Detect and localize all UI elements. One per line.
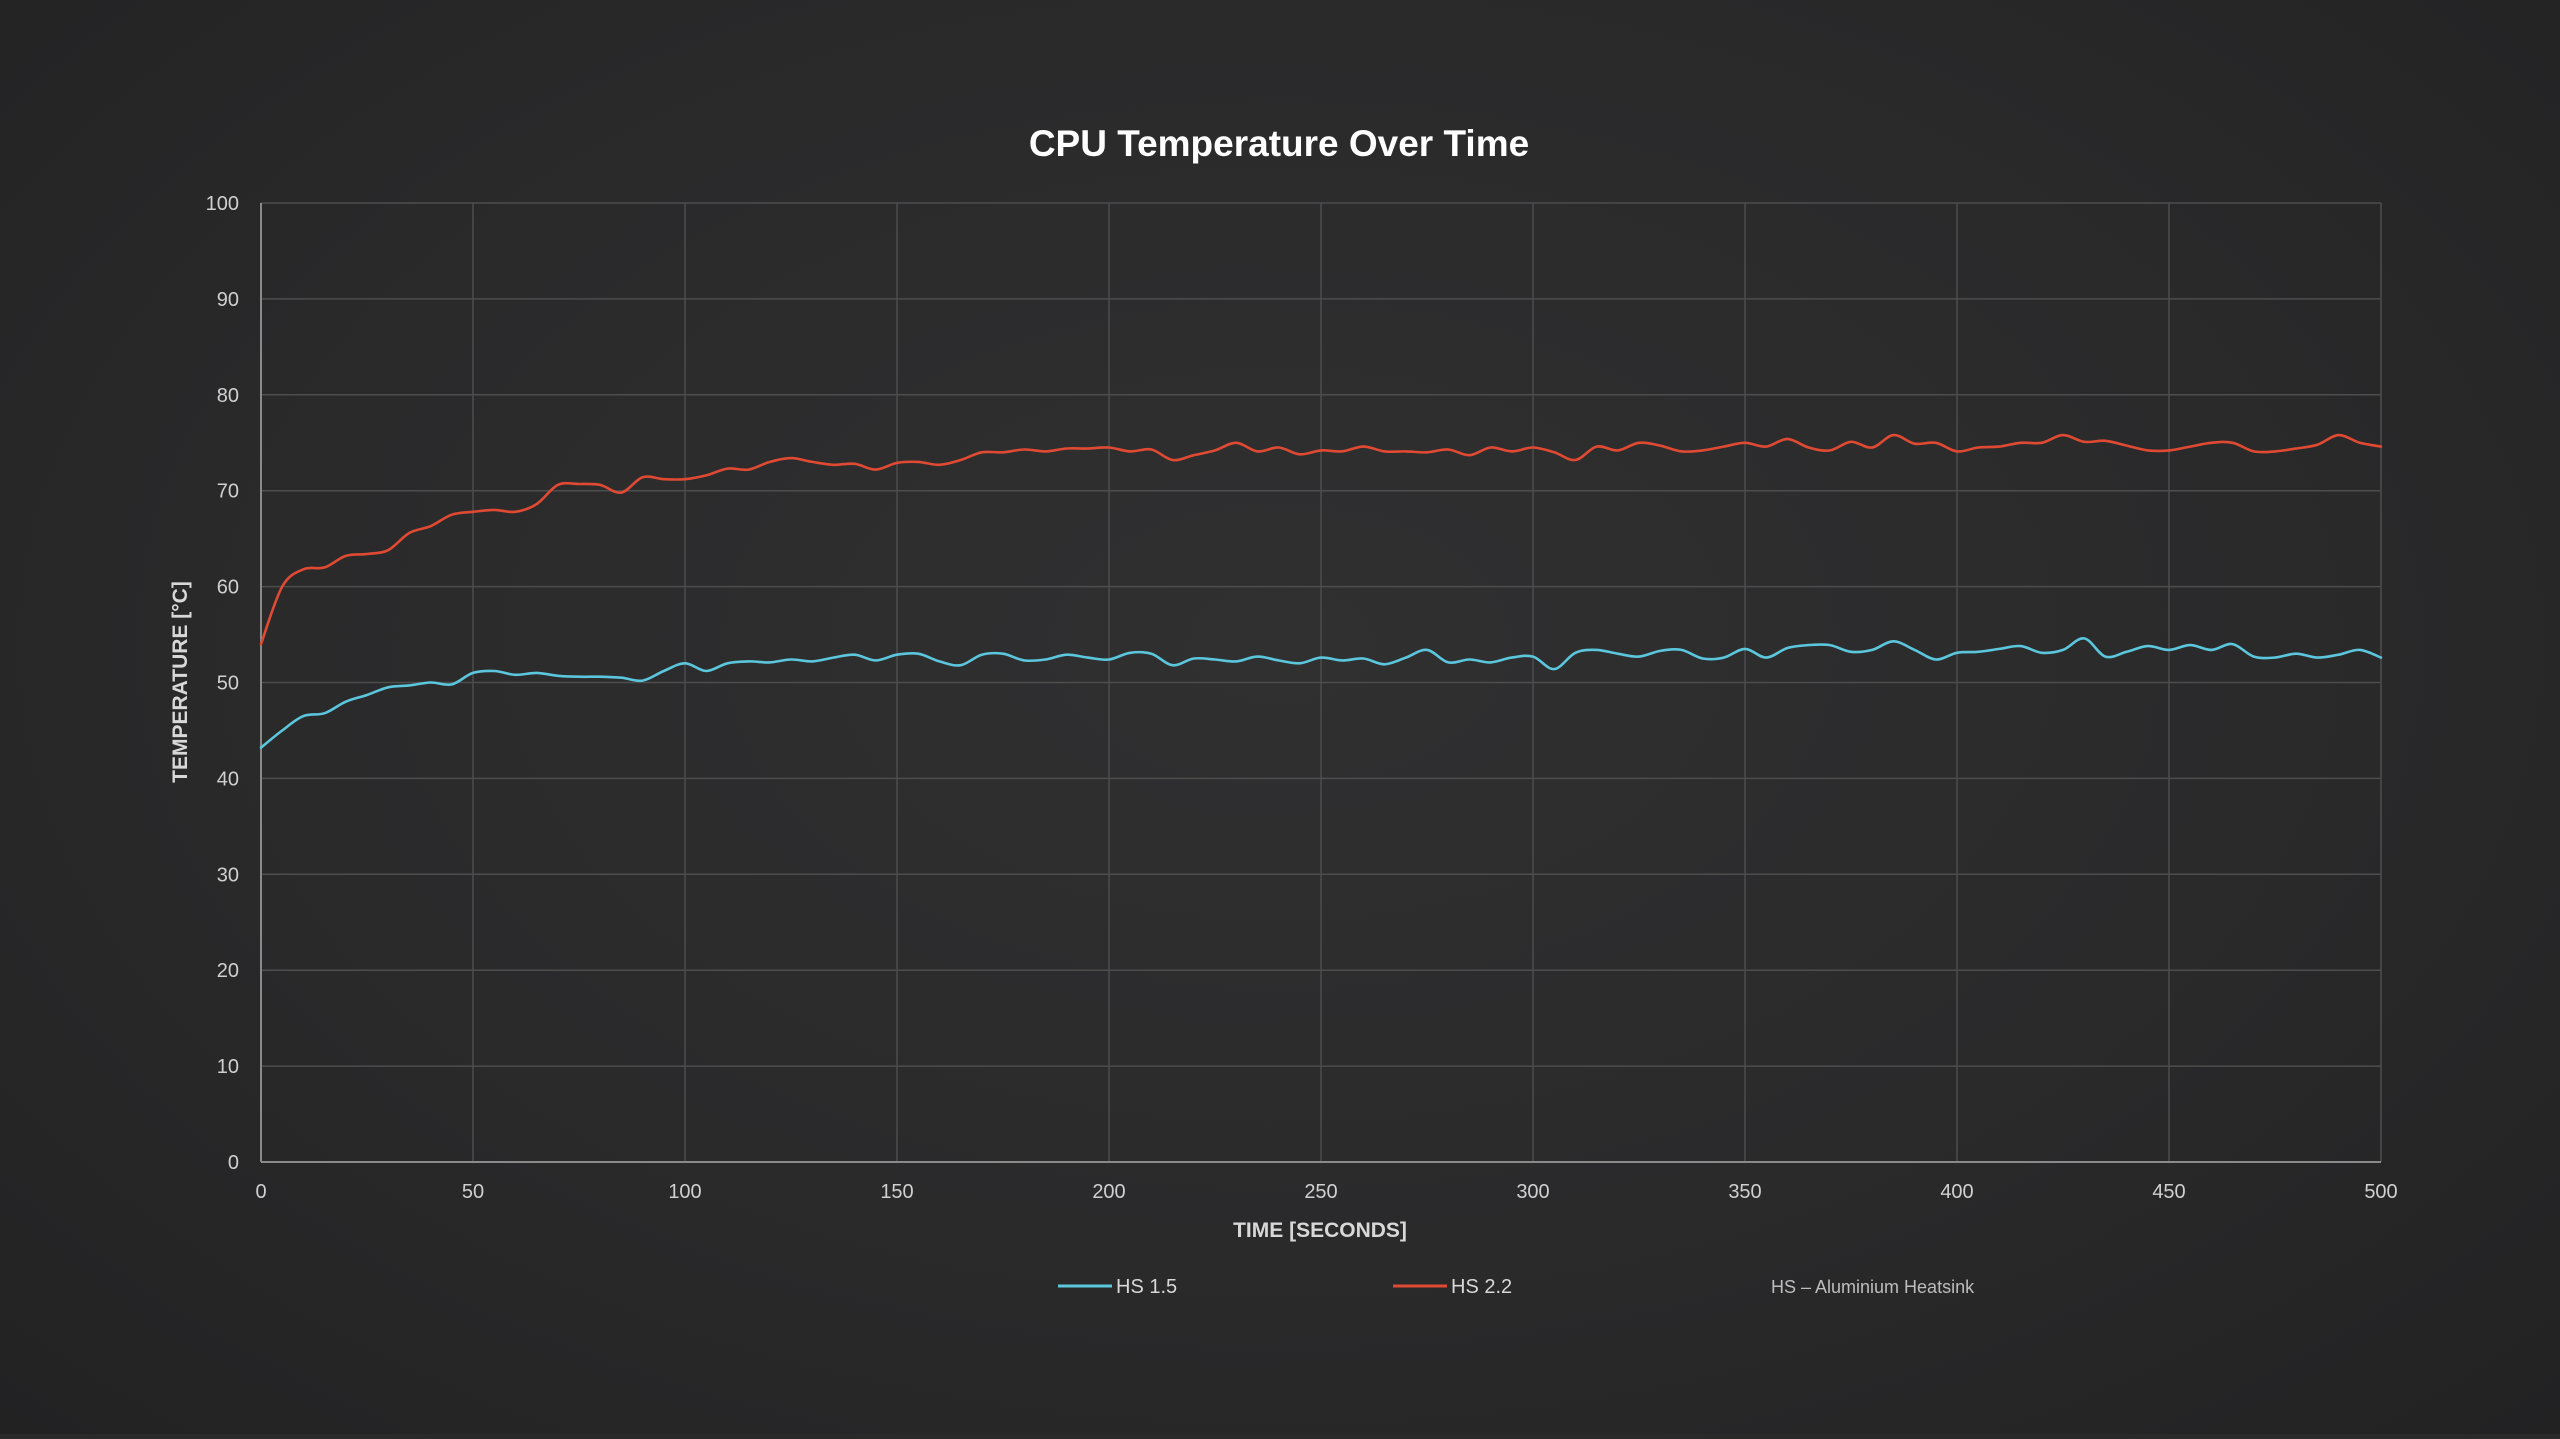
y-tick-label: 80 — [217, 385, 239, 407]
x-tick-label: 200 — [1092, 1181, 1125, 1203]
legend-note: HS – Aluminium Heatsink — [1771, 1277, 1975, 1297]
x-tick-label: 500 — [2364, 1181, 2397, 1203]
x-tick-label: 50 — [462, 1181, 484, 1203]
y-tick-label: 0 — [228, 1152, 239, 1174]
y-tick-label: 50 — [217, 673, 239, 695]
x-axis-label: TIME [SECONDS] — [1233, 1219, 1407, 1242]
x-tick-label: 400 — [1940, 1181, 1973, 1203]
series-line-hs-1-5 — [259, 637, 2383, 749]
y-tick-label: 70 — [217, 481, 239, 503]
y-tick-label: 90 — [217, 289, 239, 311]
axes: 0 10 20 30 40 50 60 70 80 90 100 0 50 100 150 200 250 300… — [206, 193, 2398, 1203]
x-tick-label: 250 — [1304, 1181, 1337, 1203]
series-line-hs-2-2 — [259, 433, 2383, 646]
x-tick-label: 300 — [1516, 1181, 1549, 1203]
x-tick-label: 0 — [255, 1181, 266, 1203]
series-lines — [259, 433, 2383, 749]
x-tick-label: 100 — [668, 1181, 701, 1203]
y-tick-label: 60 — [217, 577, 239, 599]
y-tick-label: 10 — [217, 1056, 239, 1078]
gridlines — [261, 202, 2382, 1162]
x-tick-label: 150 — [880, 1181, 913, 1203]
y-tick-label: 100 — [206, 193, 239, 215]
legend-label-hs-1-5: HS 1.5 — [1116, 1276, 1177, 1298]
y-tick-label: 40 — [217, 768, 239, 790]
y-tick-label: 20 — [217, 960, 239, 982]
x-tick-label: 450 — [2152, 1181, 2185, 1203]
legend: HS 1.5 HS 2.2 HS – Aluminium Heatsink — [1058, 1276, 1975, 1298]
y-axis-label: TEMPERATURE [°C] — [169, 581, 192, 783]
legend-label-hs-2-2: HS 2.2 — [1451, 1276, 1512, 1298]
x-tick-label: 350 — [1728, 1181, 1761, 1203]
y-tick-label: 30 — [217, 864, 239, 886]
chart-title: CPU Temperature Over Time — [1029, 123, 1529, 164]
